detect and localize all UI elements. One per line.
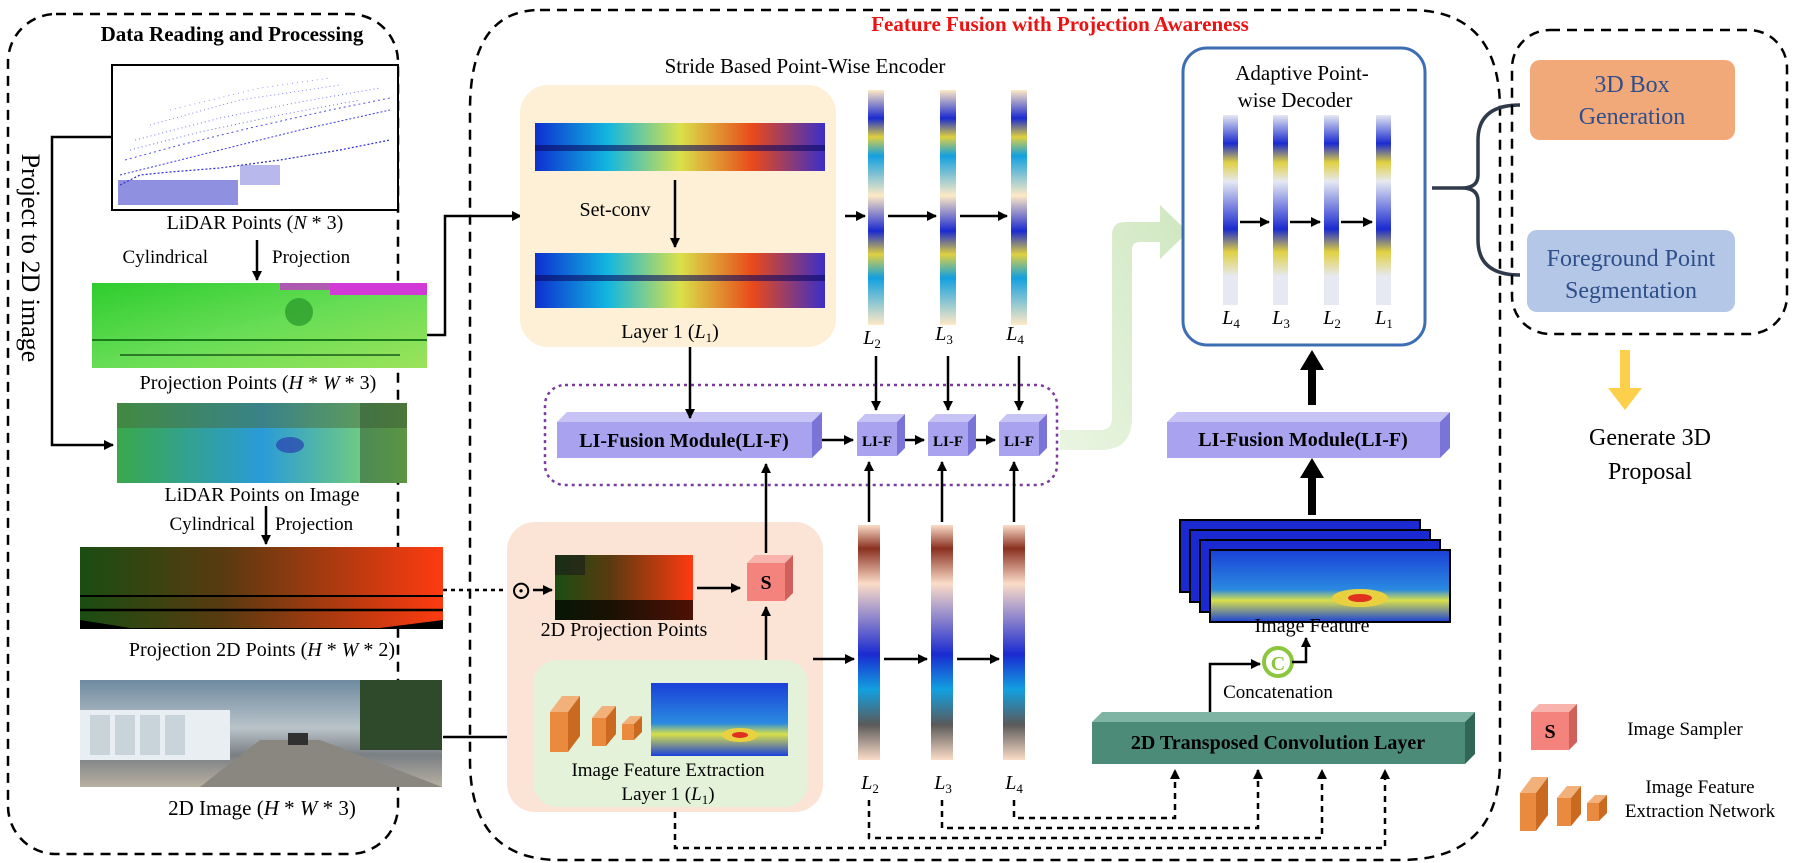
transposed-conv-label: 2D Transposed Convolution Layer bbox=[1131, 732, 1425, 754]
encoder-heatmap-bottom-band bbox=[535, 275, 825, 281]
image-2d-label: 2D Image (H * W * 3) bbox=[168, 796, 356, 820]
box-gen-line1: 3D Box bbox=[1594, 72, 1669, 98]
green-arrow-to-decoder bbox=[1060, 205, 1188, 450]
dash-l2-to-tconv bbox=[867, 769, 1327, 840]
arrow-concat-to-feature bbox=[1292, 637, 1311, 664]
left-panel-title: Data Reading and Processing bbox=[101, 22, 364, 46]
legend-sampler-cube bbox=[1531, 704, 1577, 750]
sampler-cube bbox=[747, 555, 793, 601]
legend-extraction-line2: Extraction Network bbox=[1625, 801, 1776, 822]
yellow-down-arrow bbox=[1608, 350, 1642, 410]
top-level-l2: L2 bbox=[862, 327, 881, 351]
image-feature-stack bbox=[1179, 519, 1451, 623]
dec-level-l3: L3 bbox=[1271, 307, 1290, 331]
li-fusion-right-block bbox=[1167, 412, 1450, 458]
street-image bbox=[80, 680, 442, 787]
decoder-title-1: Adaptive Point- bbox=[1235, 61, 1369, 85]
dash-l3-to-tconv bbox=[940, 769, 1263, 830]
set-conv-label: Set-conv bbox=[579, 199, 650, 221]
li-f-small-1: LI-F bbox=[862, 434, 892, 450]
li-f-small-2: LI-F bbox=[933, 434, 963, 450]
li-fusion-main-block bbox=[557, 412, 822, 458]
box-gen-line2: Generation bbox=[1579, 104, 1686, 130]
extraction-heatmap bbox=[651, 683, 788, 756]
bottom-level-l2: L2 bbox=[860, 772, 879, 796]
fg-seg-line2: Segmentation bbox=[1565, 278, 1697, 304]
top-level-l4: L4 bbox=[1005, 323, 1024, 347]
projection-points-label: Projection Points (H * W * 3) bbox=[140, 372, 377, 394]
legend-extraction-line1: Image Feature bbox=[1645, 777, 1754, 798]
li-fusion-right-label: LI-Fusion Module(LI-F) bbox=[1198, 429, 1407, 451]
cyl-proj-1-left: Cylindrical bbox=[123, 247, 208, 268]
encoder-heatmap-top-band bbox=[535, 145, 825, 151]
cyl-proj-2-right: Projection bbox=[275, 514, 354, 535]
box-gen-box bbox=[1530, 60, 1735, 140]
dot-symbol: ⊙ bbox=[510, 576, 532, 605]
li-f-block-1 bbox=[857, 414, 905, 456]
fg-seg-box bbox=[1527, 230, 1735, 312]
right-panel-border bbox=[1510, 28, 1789, 336]
left-panel-border bbox=[6, 12, 400, 856]
bottom-level-l3: L3 bbox=[933, 772, 952, 796]
dash-layer1-to-tconv bbox=[673, 769, 1390, 850]
li-f-block-3 bbox=[999, 414, 1047, 456]
decoder-title-2: wise Decoder bbox=[1238, 88, 1353, 112]
transposed-conv-block bbox=[1092, 712, 1475, 764]
arrow-proj-to-encoder bbox=[427, 211, 522, 337]
curly-brace bbox=[1432, 103, 1521, 277]
bottom-level-l4: L4 bbox=[1004, 772, 1023, 796]
lidar-on-image-picture bbox=[117, 403, 407, 483]
fg-seg-line1: Foreground Point bbox=[1547, 246, 1716, 272]
layer1-label: Layer 1 (L1) bbox=[621, 321, 719, 345]
fusion-group-border bbox=[543, 383, 1059, 487]
projection-points-image bbox=[92, 283, 427, 368]
dec-level-l2: L2 bbox=[1322, 307, 1341, 331]
top-level-l3: L3 bbox=[934, 323, 953, 347]
img-feat-extraction-label: Image Feature Extraction bbox=[571, 760, 765, 781]
encoder-title: Stride Based Point-Wise Encoder bbox=[665, 54, 946, 78]
layer1-bottom-label: Layer 1 (L1) bbox=[621, 784, 714, 807]
arrow-lidar-to-lidarimg bbox=[50, 135, 114, 450]
proj2d-points-label: 2D Projection Points bbox=[541, 619, 708, 641]
concat-symbol: C bbox=[1271, 653, 1285, 675]
decoder-box bbox=[1181, 46, 1427, 347]
li-f-block-2 bbox=[928, 414, 976, 456]
legend-extraction-blocks bbox=[1520, 777, 1607, 831]
lidar-on-image-label: LiDAR Points on Image bbox=[165, 484, 360, 506]
top-feature-columns bbox=[868, 90, 1027, 325]
center-panel-title: Feature Fusion with Projection Awareness bbox=[871, 12, 1249, 36]
decoder-columns bbox=[1223, 115, 1391, 305]
cyl-proj-2-left: Cylindrical bbox=[170, 514, 255, 535]
generate-line1: Generate 3D bbox=[1589, 425, 1711, 451]
concatenation-label: Concatenation bbox=[1223, 682, 1333, 703]
vertical-label: Project to 2D image bbox=[16, 154, 45, 363]
image-feature-label: Image Feature bbox=[1255, 615, 1370, 637]
legend-sampler-text: Image Sampler bbox=[1627, 719, 1743, 740]
arrow-tconv-to-concat bbox=[1208, 659, 1261, 712]
lidar-points-label: LiDAR Points (N * 3) bbox=[167, 212, 344, 234]
dec-level-l1: L1 bbox=[1374, 307, 1393, 331]
projection-2d-label: Projection 2D Points (H * W * 2) bbox=[129, 639, 395, 661]
li-fusion-main-label: LI-Fusion Module(LI-F) bbox=[579, 430, 788, 452]
dash-l4-to-tconv bbox=[1012, 769, 1180, 820]
generate-line2: Proposal bbox=[1608, 459, 1692, 485]
projection-2d-image bbox=[80, 547, 443, 629]
arrowhead-lifusion-to-decoder bbox=[1300, 350, 1324, 370]
arrowhead-feature-to-lifusion bbox=[1300, 458, 1324, 478]
sampler-letter: S bbox=[760, 572, 771, 594]
lidar-points-image bbox=[111, 64, 399, 211]
li-f-small-3: LI-F bbox=[1004, 434, 1034, 450]
bottom-feature-columns bbox=[858, 525, 1025, 760]
extraction-blocks bbox=[550, 696, 642, 752]
legend-sampler-letter: S bbox=[1544, 721, 1555, 743]
cyl-proj-1-right: Projection bbox=[272, 247, 351, 268]
dec-level-l4: L4 bbox=[1221, 307, 1240, 331]
proj2d-small-image bbox=[555, 555, 693, 620]
center-panel-border bbox=[468, 8, 1502, 862]
